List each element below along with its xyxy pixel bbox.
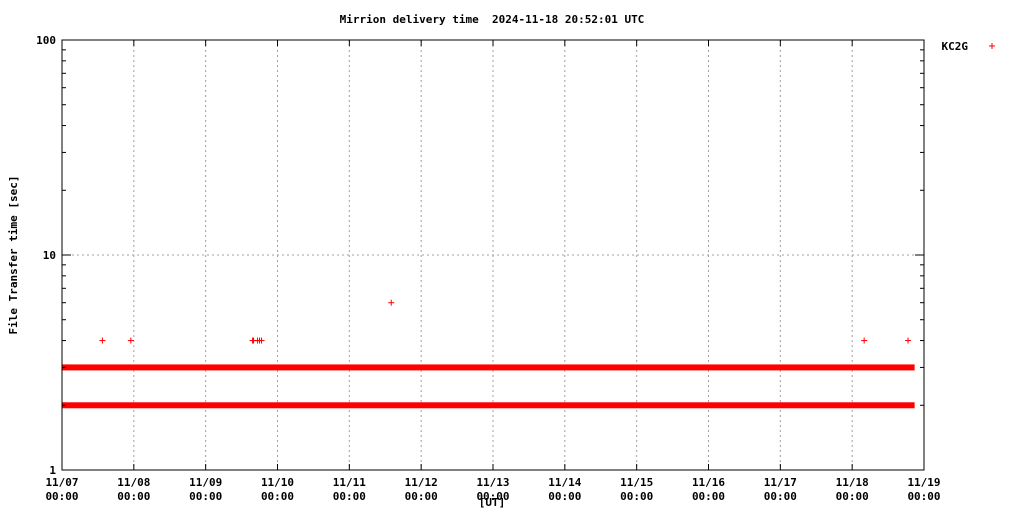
data-point (99, 337, 106, 344)
y-tick-label: 100 (36, 34, 56, 47)
x-tick-label: 11/12 (405, 476, 438, 489)
x-tick-label: 11/13 (476, 476, 509, 489)
x-tick-label: 11/16 (692, 476, 725, 489)
x-tick-label: 11/18 (836, 476, 869, 489)
x-tick-label: 11/08 (117, 476, 150, 489)
x-tick-label: 11/17 (764, 476, 797, 489)
x-tick-label-time: 00:00 (45, 490, 78, 503)
x-tick-label-time: 00:00 (692, 490, 725, 503)
legend-plus (989, 43, 995, 49)
data-band-3s (62, 364, 915, 371)
data-point (861, 337, 868, 344)
chart-title: Mirrion delivery time 2024-11-18 20:52:0… (340, 13, 645, 26)
legend-marker-kc2g (989, 43, 995, 49)
x-tick-label: 11/09 (189, 476, 222, 489)
x-tick-label-time: 00:00 (476, 490, 509, 503)
x-tick-label-time: 00:00 (405, 490, 438, 503)
x-tick-label-time: 00:00 (333, 490, 366, 503)
data-point (258, 337, 265, 344)
x-tick-label-time: 00:00 (548, 490, 581, 503)
x-tick-label-time: 00:00 (764, 490, 797, 503)
x-tick-label: 11/15 (620, 476, 653, 489)
x-tick-label: 11/07 (45, 476, 78, 489)
y-tick-label: 1 (49, 464, 56, 477)
x-tick-label-time: 00:00 (620, 490, 653, 503)
x-tick-label: 11/14 (548, 476, 581, 489)
x-tick-label: 11/10 (261, 476, 294, 489)
x-tick-label-time: 00:00 (261, 490, 294, 503)
data-band-2s (62, 402, 915, 409)
x-tick-label-time: 00:00 (836, 490, 869, 503)
y-axis-label: File Transfer time [sec] (7, 176, 20, 335)
legend-label-kc2g: KC2G (942, 40, 969, 53)
grid-lines (62, 40, 924, 470)
legend: KC2G (942, 40, 995, 53)
x-axis-label: [UT] (479, 496, 506, 509)
x-tick-label-time: 00:00 (907, 490, 940, 503)
y-tick-label: 10 (43, 249, 56, 262)
x-tick-label: 11/11 (333, 476, 366, 489)
data-series-kc2g (62, 299, 915, 409)
x-tick-label-time: 00:00 (117, 490, 150, 503)
x-tick-label-time: 00:00 (189, 490, 222, 503)
data-point (127, 337, 134, 344)
data-point (905, 337, 912, 344)
x-tick-label: 11/19 (907, 476, 940, 489)
data-point (388, 299, 395, 306)
axis-ticks: 11/0700:0011/0800:0011/0900:0011/1000:00… (36, 34, 940, 503)
